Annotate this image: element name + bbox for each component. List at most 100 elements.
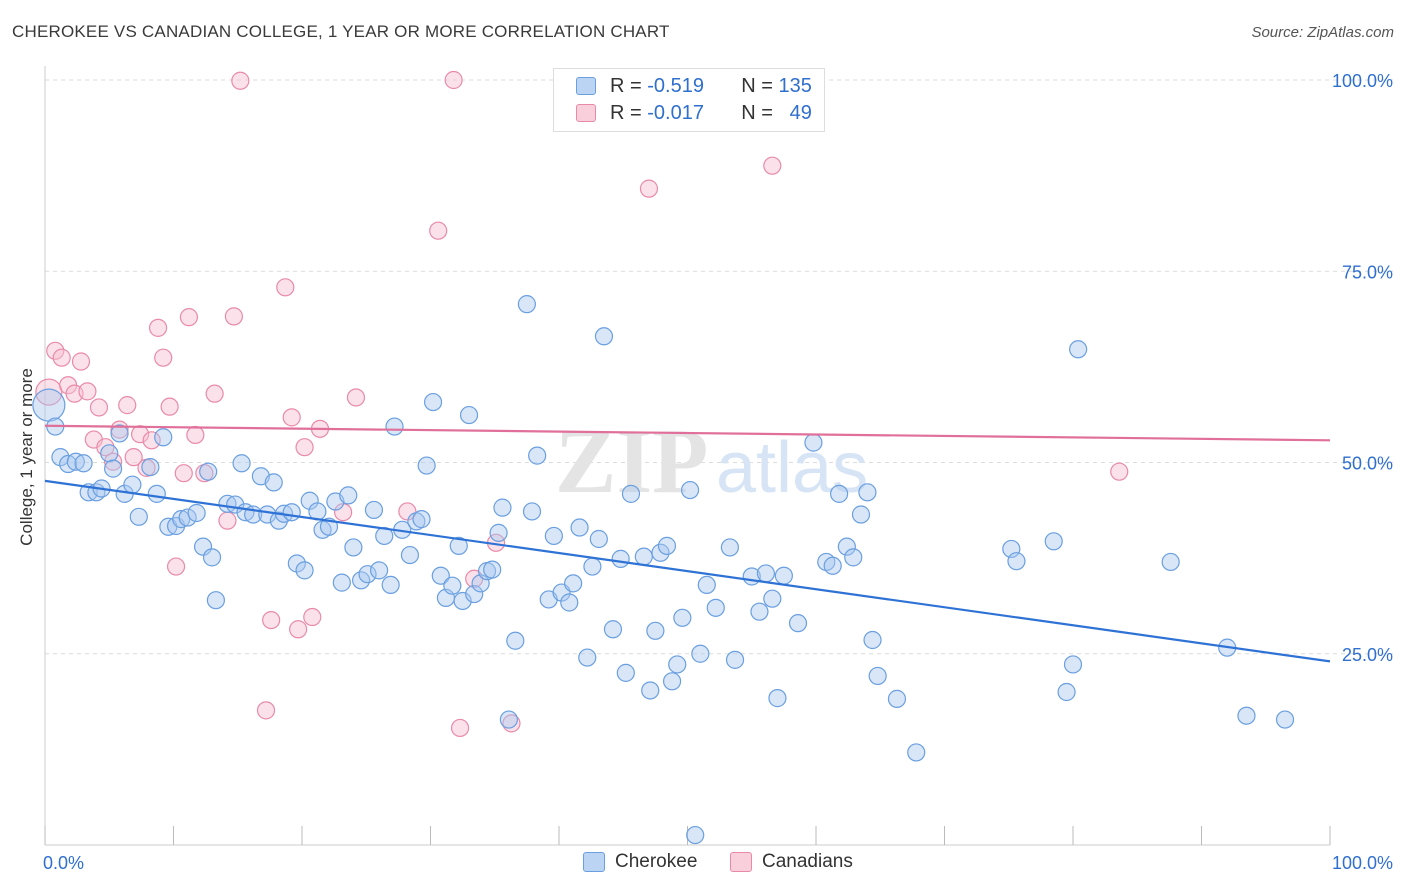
cherokee-point	[680, 480, 700, 500]
cherokee-point	[493, 498, 512, 517]
canadians-point	[104, 452, 123, 471]
cherokee-point	[381, 575, 400, 595]
cherokee-point	[154, 428, 173, 447]
cherokee-point	[129, 507, 148, 526]
canadians-point	[289, 620, 308, 639]
cherokee-point	[603, 620, 623, 639]
canadians-point	[142, 431, 161, 450]
cherokee-point	[763, 589, 782, 608]
cherokee-point	[358, 565, 377, 584]
cherokee-point	[459, 405, 479, 425]
cherokee-point	[522, 502, 542, 521]
canadians-point	[110, 420, 129, 439]
cherokee-point	[863, 630, 882, 650]
canadians-point	[231, 71, 250, 90]
canadians-point	[154, 348, 173, 367]
cherokee-point	[651, 543, 670, 562]
stats-legend: R = -0.519 N = 135 R = -0.017 N = 49	[553, 68, 825, 132]
cherokee-point	[332, 573, 351, 592]
cherokee-point	[887, 689, 907, 708]
r-label: R =	[610, 101, 642, 124]
cherokee-point	[1044, 532, 1063, 551]
cherokee-point	[364, 500, 384, 520]
cherokee-point	[282, 503, 301, 522]
x-tick-label: 0.0%	[43, 853, 84, 873]
cherokee-point	[774, 566, 793, 585]
cherokee-point	[417, 456, 436, 475]
cherokee-point	[453, 591, 472, 611]
cherokee-point	[400, 545, 420, 565]
canadians-point	[429, 221, 448, 240]
cherokee-points	[32, 295, 1295, 845]
canadians-point	[218, 511, 237, 530]
cherokee-point	[594, 327, 614, 346]
bottom-legend-cherokee: Cherokee	[583, 851, 697, 873]
bottom-legend-label: Cherokee	[615, 851, 698, 872]
cherokee-swatch	[583, 852, 605, 872]
cherokee-point	[100, 444, 119, 463]
cherokee-point	[564, 574, 583, 593]
cherokee-point	[686, 825, 705, 845]
cherokee-point	[1063, 655, 1083, 674]
x-tick-label: 100.0%	[1332, 853, 1393, 873]
cherokee-point	[725, 650, 745, 669]
n-label: N =	[741, 74, 773, 97]
cherokee-point	[583, 557, 602, 576]
cherokee-point	[202, 548, 222, 567]
canadians-point	[205, 384, 224, 403]
cherokee-point	[123, 475, 142, 494]
cherokee-point	[344, 538, 363, 557]
cherokee-point	[1007, 552, 1026, 571]
cherokee-point	[657, 536, 677, 555]
y-tick-label: 100.0%	[1332, 71, 1393, 91]
cherokee-point	[319, 517, 339, 536]
cherokee-point	[1275, 710, 1295, 729]
canadians-point	[35, 378, 63, 406]
cherokee-point	[621, 484, 641, 503]
cherokee-point	[287, 554, 306, 573]
cherokee-point	[385, 417, 404, 436]
cherokee-point	[634, 547, 653, 566]
cherokee-point	[232, 454, 251, 473]
y-tick-label: 75.0%	[1342, 262, 1393, 282]
cherokee-point	[172, 510, 191, 529]
canadians-point	[130, 425, 150, 444]
source-label: Source: ZipAtlas.com	[1251, 24, 1394, 41]
cherokee-point	[74, 454, 93, 473]
cherokee-point	[412, 510, 431, 529]
canadians-point	[1110, 462, 1129, 481]
cherokee-point	[339, 486, 358, 505]
cherokee-point	[528, 446, 547, 465]
cherokee-point	[141, 457, 160, 477]
canadians-point	[763, 156, 782, 175]
canadians-point	[179, 308, 199, 327]
cherokee-point	[907, 743, 926, 762]
canadians-trend-line	[44, 424, 1331, 442]
cherokee-point	[147, 484, 166, 503]
cherokee-point	[668, 655, 687, 674]
r-value: -0.519	[647, 74, 704, 97]
cherokee-point	[858, 483, 877, 502]
cherokee-point	[691, 644, 710, 663]
cherokee-point	[720, 538, 740, 557]
canadians-point	[303, 607, 322, 627]
cherokee-point	[66, 452, 85, 471]
canadians-point	[118, 396, 137, 415]
canadians-point	[295, 438, 314, 457]
y-tick-label: 25.0%	[1342, 645, 1393, 665]
cherokee-point	[788, 614, 808, 633]
cherokee-point	[431, 566, 450, 585]
axes	[44, 66, 1331, 846]
canadians-point	[450, 718, 470, 738]
bottom-legend-label: Canadians	[762, 851, 853, 872]
canadians-point	[186, 425, 205, 445]
cherokee-point	[206, 591, 226, 610]
watermark: ZIP atlas	[555, 410, 868, 512]
cherokee-swatch	[576, 77, 596, 95]
canadians-point	[282, 408, 301, 427]
cherokee-point	[264, 473, 283, 492]
cherokee-point	[295, 561, 314, 580]
chart-title: CHEROKEE VS CANADIAN COLLEGE, 1 YEAR OR …	[12, 22, 670, 41]
cherokee-point	[570, 518, 589, 537]
